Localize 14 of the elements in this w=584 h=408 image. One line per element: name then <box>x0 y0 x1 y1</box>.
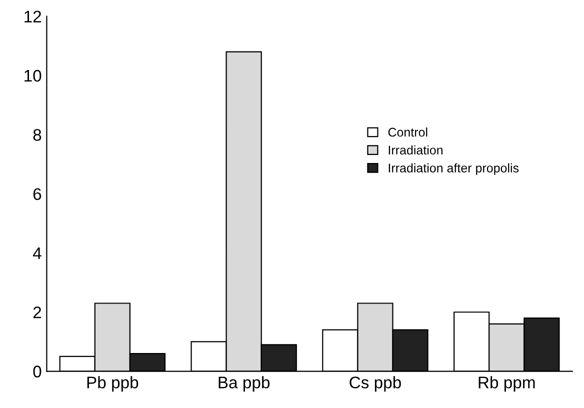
y-tick-label: 10 <box>24 70 42 82</box>
legend-label: Control <box>388 127 428 137</box>
y-tick-label: 6 <box>33 188 42 200</box>
y-tick-label: 12 <box>24 10 42 22</box>
x-tick-label: Pb ppb <box>87 376 138 392</box>
y-tick-label: 8 <box>33 129 42 141</box>
x-tick-label: Cs ppb <box>350 376 401 392</box>
y-tick-label: 4 <box>32 248 42 259</box>
y-tick-label: 0 <box>33 366 42 378</box>
x-tick-label: Ba ppb <box>218 376 270 392</box>
legend-label: Irradiation <box>388 145 442 155</box>
x-tick-label: Rb ppm <box>478 376 535 392</box>
legend-label: Irradiation after propolis <box>388 163 519 175</box>
y-tick-label: 2 <box>33 306 42 318</box>
